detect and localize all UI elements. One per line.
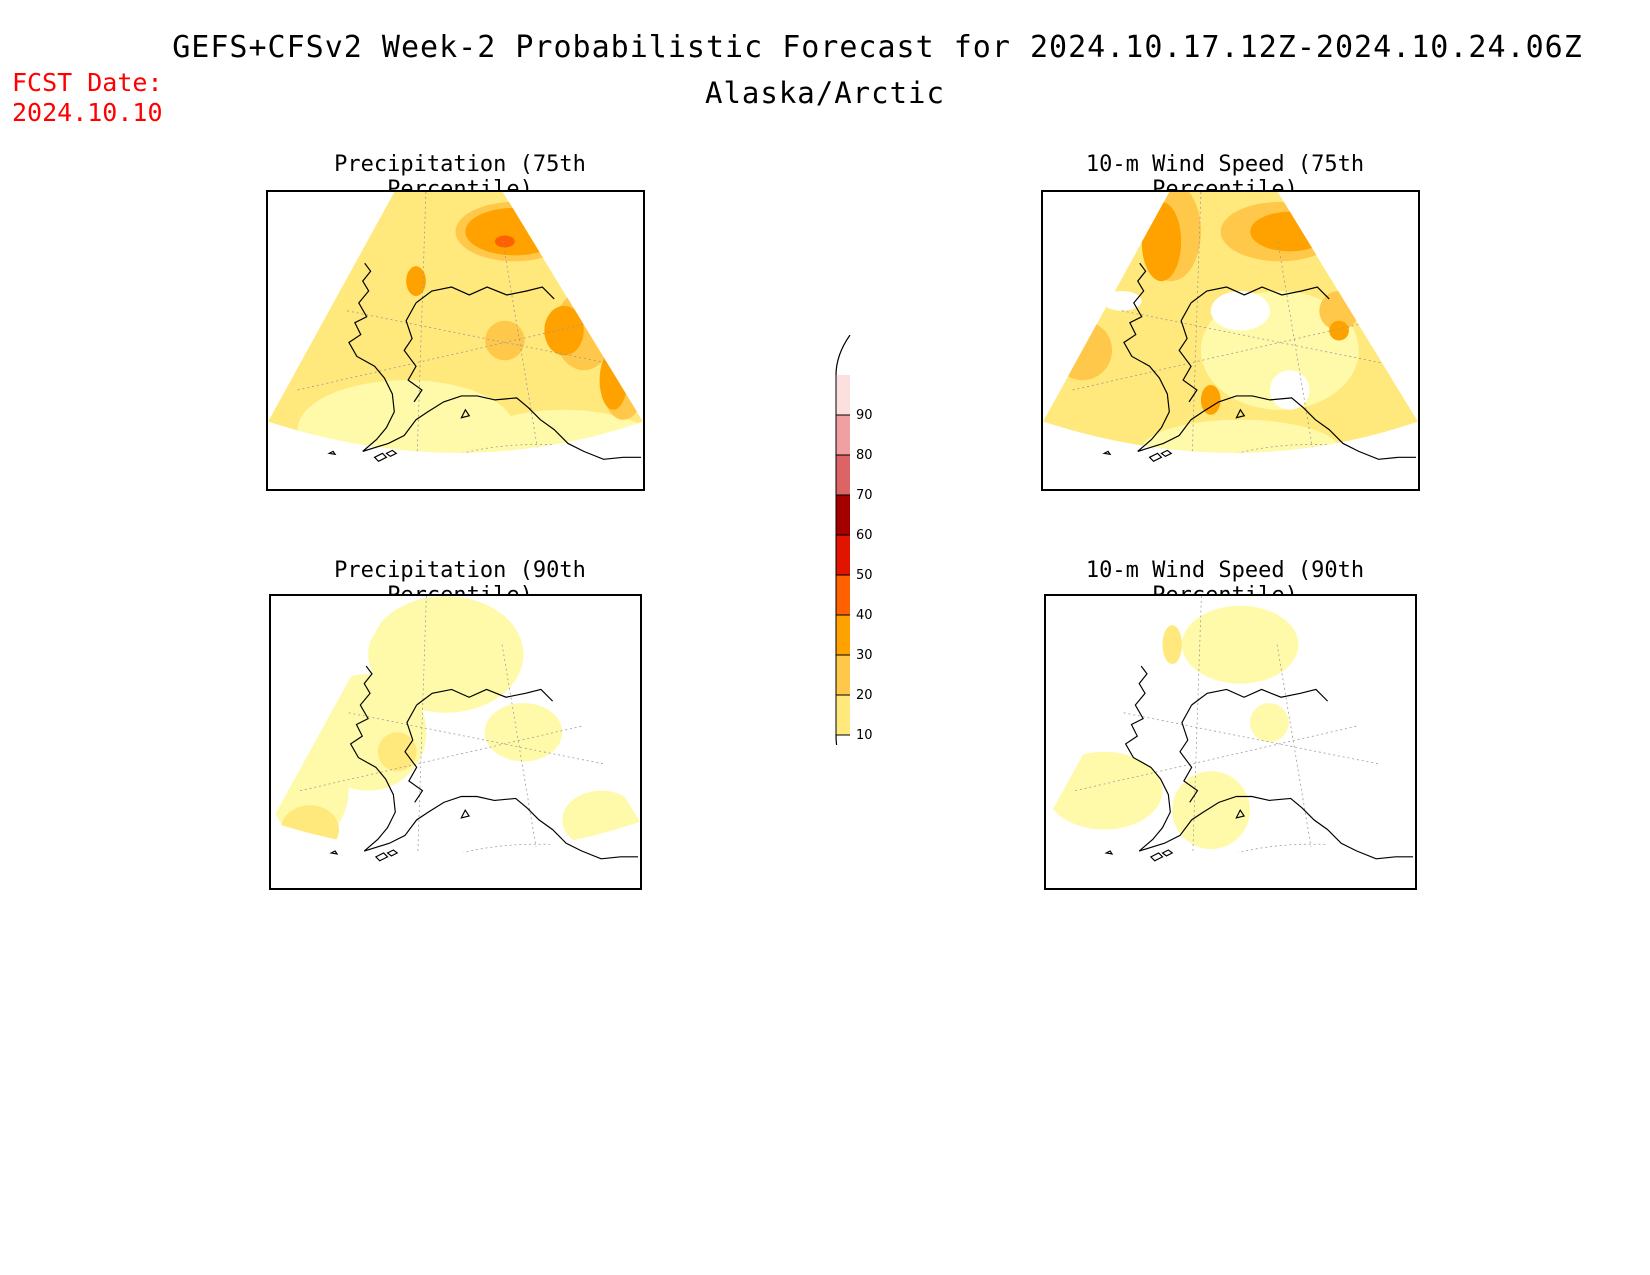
colorbar-tick-label: 50 <box>856 568 873 583</box>
probability-contour-area <box>297 380 515 453</box>
probability-contour-area <box>1172 771 1250 850</box>
colorbar-tick-label: 10 <box>856 728 873 743</box>
probability-contour-area <box>287 201 328 222</box>
colorbar-swatch <box>836 415 850 455</box>
probability-contour-area <box>485 320 525 361</box>
forecast-field <box>271 596 640 853</box>
colorbar-graphic: 10 20 30 40 50 60 70 80 90 <box>835 334 873 781</box>
probability-contour-area <box>562 790 640 850</box>
map-panel-precip-75 <box>266 190 645 491</box>
colorbar-swatch <box>836 495 850 535</box>
probability-contour-area <box>494 235 515 248</box>
panel-title-precip-75: Precipitation (75th Percentile) <box>334 152 586 202</box>
colorbar-swatch <box>836 375 850 415</box>
probability-contour-area <box>1200 385 1221 415</box>
forecast-date-value: 2024.10.10 <box>12 98 163 127</box>
colorbar-swatch <box>836 615 850 655</box>
forecast-field <box>1046 596 1415 853</box>
colorbar-tick-label: 80 <box>856 448 873 463</box>
probability-colorbar: 10 20 30 40 50 60 70 80 90 <box>820 334 910 781</box>
coastline <box>1102 262 1417 463</box>
colorbar-swatch <box>836 535 850 575</box>
colorbar-tick-label: 20 <box>856 688 873 703</box>
alaska-map-precip-75 <box>268 192 643 463</box>
probability-contour-area <box>1141 419 1340 453</box>
probability-contour-area <box>465 207 565 256</box>
colorbar-tick-label: 30 <box>856 648 873 663</box>
map-panel-precip-90 <box>269 594 642 890</box>
probability-contour-area <box>377 732 417 772</box>
probability-contour-area <box>1269 370 1310 410</box>
map-panel-wind-90 <box>1044 594 1417 890</box>
probability-contour-area <box>1162 625 1182 665</box>
probability-contour-area <box>280 805 339 853</box>
colorbar-swatch <box>836 455 850 495</box>
colorbar-tick-label: 60 <box>856 528 873 543</box>
colorbar-tick-label: 40 <box>856 608 873 623</box>
colorbar-swatch <box>836 575 850 615</box>
colorbar-swatch <box>836 695 850 735</box>
probability-contour-area <box>368 596 524 713</box>
forecast-date-label: FCST Date: <box>12 68 163 97</box>
coastline <box>329 665 639 862</box>
probability-contour-area <box>1250 211 1330 252</box>
coastline <box>327 262 642 463</box>
colorbar-swatch <box>836 655 850 695</box>
forecast-field <box>268 192 643 453</box>
map-panel-wind-75 <box>1041 190 1420 491</box>
main-title: GEFS+CFSv2 Week-2 Probabilistic Forecast… <box>172 30 1583 65</box>
probability-contour-area <box>1329 320 1349 341</box>
colorbar-tick-label: 70 <box>856 488 873 503</box>
probability-contour-area <box>1052 320 1113 381</box>
probability-contour-area <box>599 350 628 410</box>
probability-contour-area <box>544 305 584 356</box>
alaska-map-wind-90 <box>1046 596 1415 862</box>
probability-contour-area <box>1210 291 1270 331</box>
coastline <box>1104 665 1414 862</box>
alaska-map-precip-90 <box>271 596 640 862</box>
colorbar-bottom-arrow <box>835 734 851 781</box>
probability-contour-area <box>406 266 426 296</box>
region-subtitle: Alaska/Arctic <box>705 76 945 110</box>
forecast-field <box>1043 192 1418 453</box>
probability-contour-area <box>1046 751 1163 830</box>
probability-contour-area <box>484 703 563 762</box>
probability-contour-area <box>1181 605 1299 684</box>
probability-contour-area <box>1249 703 1289 742</box>
colorbar-top-arrow <box>835 334 851 376</box>
probability-contour-area <box>1141 201 1182 282</box>
alaska-map-wind-75 <box>1043 192 1418 463</box>
colorbar-tick-label: 90 <box>856 408 873 423</box>
